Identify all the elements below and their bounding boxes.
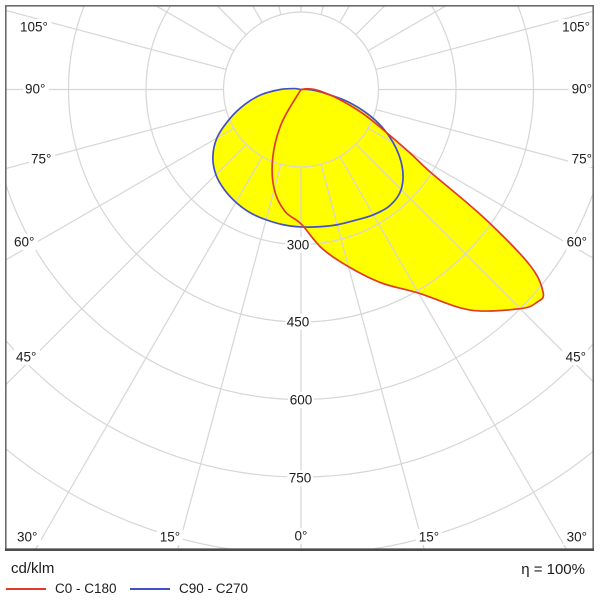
ring-label-300: 300 — [287, 238, 310, 253]
polar-chart-svg: 105° 90° 75° 60° 45° 30° 105° 90° 75° 60° 45° 30° 15… — [5, 5, 595, 552]
angle-label-left-60°: 60° — [14, 235, 34, 250]
angle-label-right-60°: 60° — [567, 235, 587, 250]
ring-label-600: 600 — [290, 393, 313, 408]
efficiency-label: η = 100% — [521, 561, 585, 578]
legend-item-c0-c180: C0 - C180 — [6, 581, 117, 596]
intensity-fill — [212, 88, 544, 312]
angle-label-right-75°: 75° — [572, 152, 592, 167]
legend-line-red — [6, 587, 46, 590]
angle-label-left-45°: 45° — [16, 350, 36, 365]
angle-label-right-105°: 105° — [562, 20, 590, 35]
angle-label-right-90°: 90° — [572, 82, 592, 97]
angle-label-right-30°: 30° — [567, 530, 587, 545]
legend-label-c0-c180: C0 - C180 — [55, 581, 117, 596]
angle-label-left-105°: 105° — [20, 20, 48, 35]
angle-label-left-75°: 75° — [31, 152, 51, 167]
legend: cd/klm η = 100% C0 - C180 C90 - C270 — [0, 553, 600, 600]
angle-label-bottom-0°: 0° — [295, 529, 308, 544]
legend-label-c90-c270: C90 - C270 — [179, 581, 249, 596]
legend-line-blue — [130, 587, 170, 590]
axis-labels: 105° 90° 75° 60° 45° 30° 105° 90° 75° 60° 45° 30° 15… — [12, 19, 594, 545]
angle-label-bottom-15°: 15° — [160, 530, 180, 545]
angle-label-left-30°: 30° — [17, 530, 37, 545]
angle-label-bottom-15°: 15° — [419, 530, 439, 545]
polar-chart: 105° 90° 75° 60° 45° 30° 105° 90° 75° 60° 45° 30° 15… — [5, 5, 595, 552]
angle-label-left-90°: 90° — [25, 82, 45, 97]
ring-label-750: 750 — [289, 471, 312, 486]
curve-c0-c180 — [271, 87, 545, 312]
angle-label-right-45°: 45° — [566, 350, 586, 365]
legend-item-c90-c270: C90 - C270 — [130, 581, 248, 596]
ring-label-450: 450 — [287, 315, 310, 330]
unit-label: cd/klm — [11, 560, 55, 577]
